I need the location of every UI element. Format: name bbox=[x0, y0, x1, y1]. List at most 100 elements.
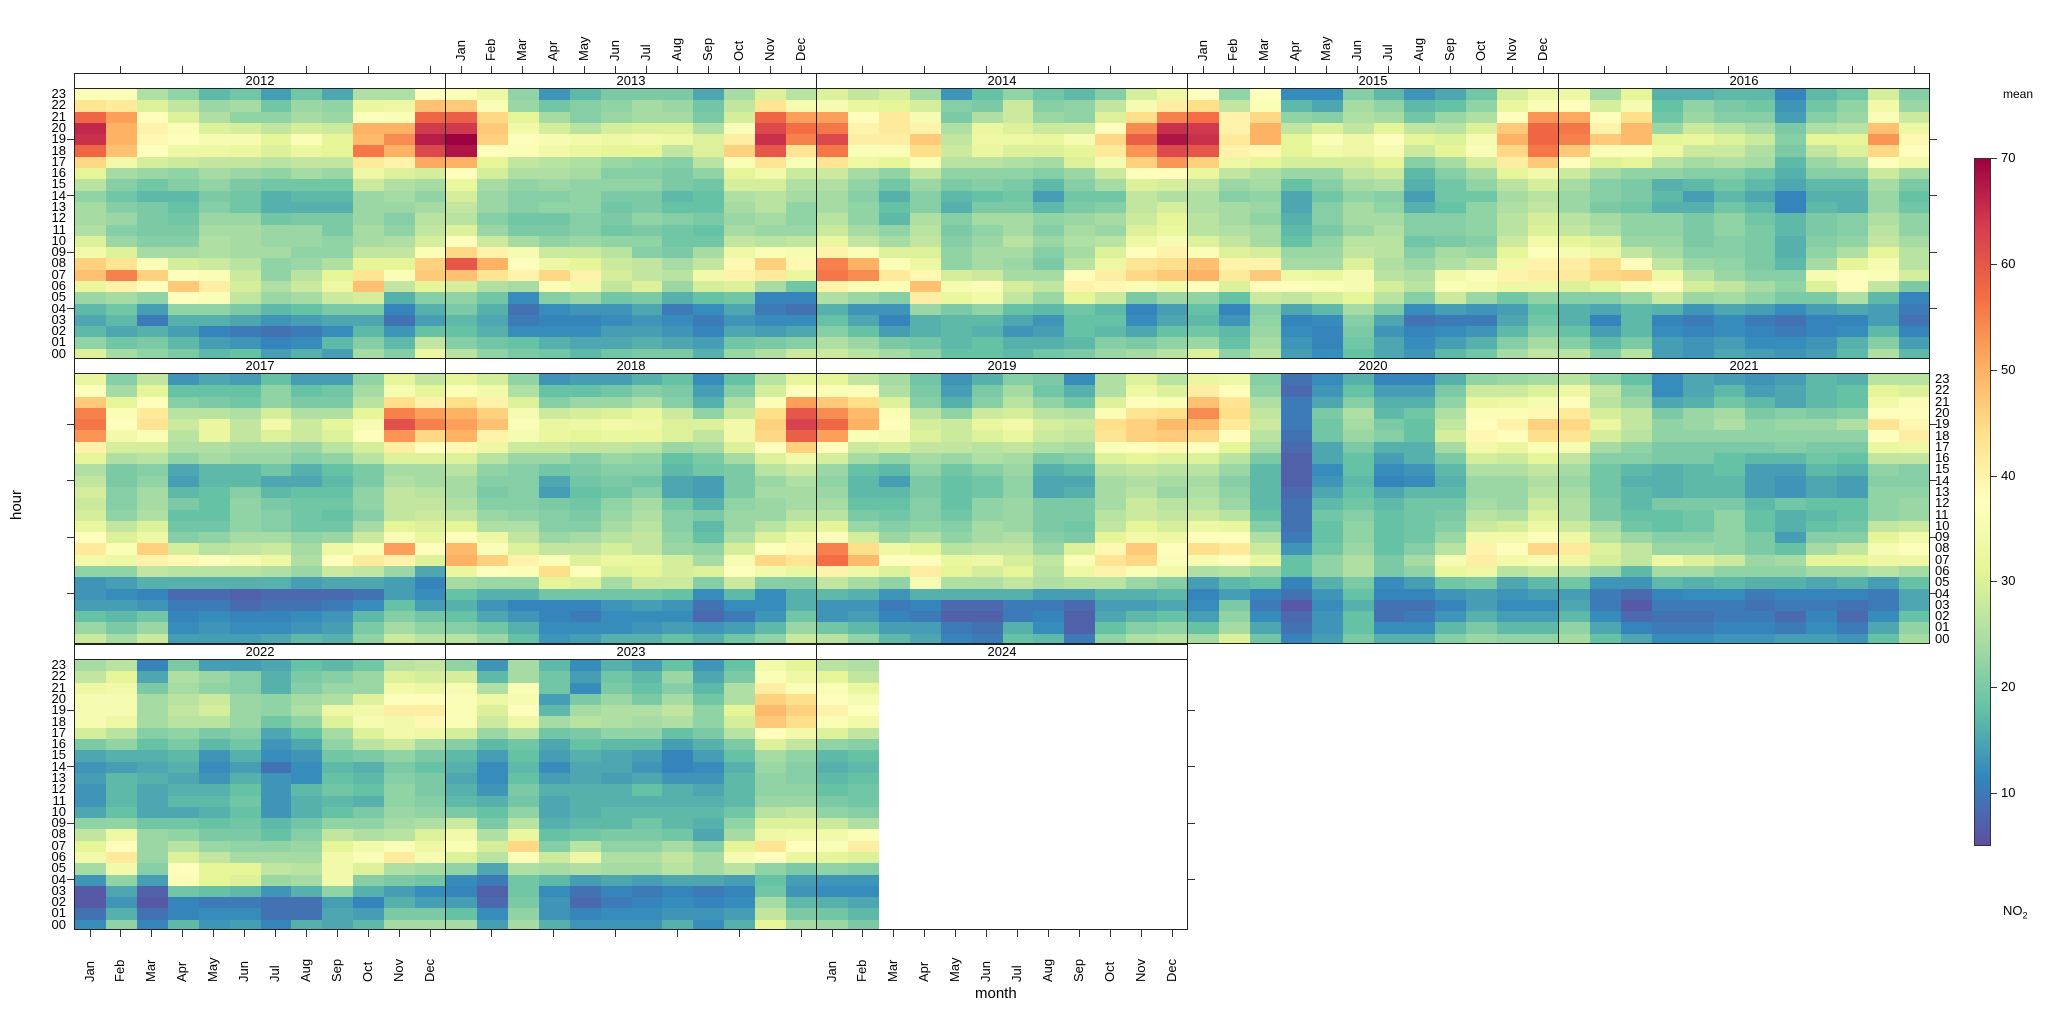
heatmap-cell bbox=[1435, 554, 1467, 567]
heatmap-cell bbox=[136, 565, 169, 578]
heatmap-cell bbox=[971, 407, 1004, 420]
heatmap-cell bbox=[291, 396, 323, 409]
heatmap-cell bbox=[446, 292, 478, 305]
heatmap-cell bbox=[1837, 385, 1869, 398]
heatmap-cell bbox=[600, 475, 633, 488]
heatmap-cell bbox=[353, 385, 385, 398]
y-tick bbox=[1930, 138, 1937, 140]
heatmap-cell bbox=[136, 908, 169, 921]
heatmap-cell bbox=[538, 784, 571, 797]
heatmap-cell bbox=[538, 885, 571, 898]
heatmap-cell bbox=[1682, 89, 1715, 101]
heatmap-cell bbox=[538, 111, 571, 124]
heatmap-cell bbox=[1342, 543, 1375, 556]
heatmap-cell bbox=[1837, 247, 1869, 259]
heatmap-cell bbox=[1064, 247, 1096, 259]
heatmap-cell bbox=[1126, 430, 1158, 443]
heatmap-cell bbox=[1528, 247, 1558, 259]
heatmap-cell bbox=[1126, 235, 1158, 248]
heatmap-cell bbox=[322, 897, 354, 909]
heatmap-cell bbox=[1620, 419, 1653, 432]
heatmap-cell bbox=[600, 258, 633, 271]
heatmap-cell bbox=[1744, 453, 1777, 465]
heatmap-cell bbox=[786, 727, 816, 740]
heatmap-cell bbox=[662, 908, 694, 921]
heatmap-cell bbox=[507, 498, 540, 511]
heatmap-cell bbox=[755, 235, 787, 248]
heatmap-cell bbox=[538, 326, 571, 338]
heatmap-cell bbox=[631, 851, 664, 864]
heatmap-cell bbox=[662, 633, 694, 643]
heatmap-cell bbox=[1682, 235, 1715, 248]
heatmap-cell bbox=[1806, 337, 1838, 350]
heatmap-cell bbox=[1528, 292, 1558, 305]
heatmap-cell bbox=[322, 693, 354, 706]
heatmap-cell bbox=[817, 660, 849, 672]
heatmap-cell bbox=[353, 633, 385, 643]
heatmap-cell bbox=[631, 897, 664, 909]
x-tick bbox=[1418, 66, 1420, 73]
colorbar-label: 70 bbox=[2001, 150, 2016, 165]
heatmap-cell bbox=[167, 509, 200, 522]
heatmap-cell bbox=[878, 258, 911, 271]
heatmap-cell bbox=[1837, 543, 1869, 556]
heatmap-cell bbox=[724, 385, 756, 398]
heatmap-cell bbox=[693, 577, 725, 590]
heatmap-cell bbox=[476, 908, 509, 921]
heatmap-cell bbox=[600, 337, 633, 350]
heatmap-cell bbox=[538, 739, 571, 751]
heatmap-cell bbox=[229, 750, 262, 763]
heatmap-cell bbox=[1775, 577, 1807, 590]
heatmap-cell bbox=[1095, 269, 1127, 282]
heatmap-cell bbox=[136, 303, 169, 316]
heatmap-cell bbox=[1311, 168, 1344, 180]
heatmap-cell bbox=[415, 705, 445, 718]
heatmap-cell bbox=[1249, 134, 1282, 147]
heatmap-cell bbox=[1899, 520, 1929, 533]
heatmap-cell bbox=[1373, 292, 1406, 305]
heatmap-cell bbox=[353, 168, 385, 180]
heatmap-cell bbox=[1651, 374, 1684, 386]
heatmap-cell bbox=[1157, 385, 1187, 398]
heatmap-cell bbox=[229, 486, 262, 499]
heatmap-cell bbox=[322, 224, 354, 237]
heatmap-cell bbox=[1157, 303, 1187, 316]
hour-label: 21 bbox=[51, 108, 66, 124]
heatmap-cell bbox=[631, 784, 664, 797]
heatmap-cell bbox=[1466, 622, 1498, 635]
heatmap-cell bbox=[384, 475, 416, 488]
heatmap-cell bbox=[198, 829, 231, 842]
heatmap-cell bbox=[538, 292, 571, 305]
heatmap-cell bbox=[909, 224, 942, 237]
heatmap-cell bbox=[1249, 314, 1282, 327]
heatmap-cell bbox=[538, 520, 571, 533]
heatmap-cell bbox=[1002, 168, 1035, 180]
heatmap-cell bbox=[1744, 396, 1777, 409]
heatmap-cell bbox=[538, 611, 571, 623]
month-label: Sep bbox=[1070, 958, 1086, 982]
heatmap-cell bbox=[817, 885, 849, 898]
panel-strip-2016: 2016 bbox=[1558, 73, 1930, 89]
heatmap-cell bbox=[1682, 111, 1715, 124]
heatmap-cell bbox=[1868, 179, 1900, 192]
heatmap-cell bbox=[1806, 430, 1838, 443]
heatmap-cell bbox=[631, 727, 664, 740]
heatmap-cell bbox=[847, 897, 880, 909]
heatmap-cell bbox=[476, 806, 509, 819]
heatmap-cell bbox=[847, 464, 880, 477]
heatmap-cell bbox=[1589, 224, 1622, 237]
heatmap-cell bbox=[1837, 280, 1869, 293]
heatmap-cell bbox=[817, 739, 849, 751]
heatmap-cell bbox=[1466, 407, 1498, 420]
heatmap-cell bbox=[878, 374, 911, 386]
heatmap-cell bbox=[569, 292, 602, 305]
heatmap-cell bbox=[229, 532, 262, 544]
heatmap-cell bbox=[1311, 543, 1344, 556]
heatmap-cell bbox=[878, 554, 911, 567]
x-tick bbox=[367, 66, 369, 73]
heatmap-cell bbox=[1280, 111, 1313, 124]
heatmap-cell bbox=[724, 565, 756, 578]
heatmap-cell bbox=[755, 190, 787, 203]
month-label: Jun bbox=[607, 40, 622, 61]
heatmap-cell bbox=[1651, 464, 1684, 477]
